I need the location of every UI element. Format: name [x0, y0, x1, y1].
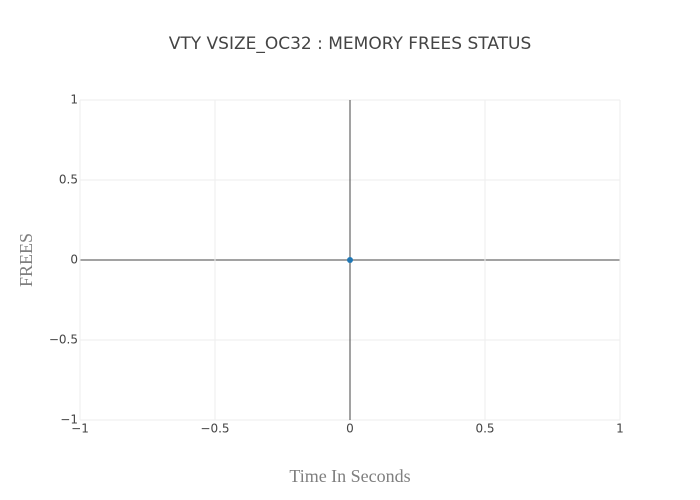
x-tick-label: −0.5: [200, 422, 229, 436]
x-tick-label: −1: [71, 422, 89, 436]
x-axis-title: Time In Seconds: [289, 466, 410, 486]
y-tick-label: −1: [60, 413, 78, 427]
data-point: [347, 257, 353, 263]
y-tick-label: 0.5: [59, 173, 78, 187]
x-tick-label: 0: [346, 422, 354, 436]
y-tick-label: 1: [70, 93, 78, 107]
y-tick-label: 0: [70, 253, 78, 267]
chart-title: VTY VSIZE_OC32 : MEMORY FREES STATUS: [169, 34, 532, 54]
x-tick-label: 0.5: [475, 422, 494, 436]
y-axis-title: FREES: [16, 233, 36, 287]
y-tick-label: −0.5: [49, 333, 78, 347]
x-tick-label: 1: [616, 422, 624, 436]
